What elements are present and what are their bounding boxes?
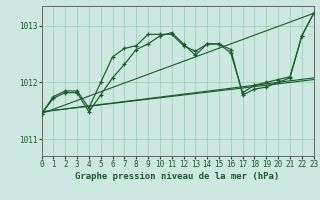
X-axis label: Graphe pression niveau de la mer (hPa): Graphe pression niveau de la mer (hPa) — [76, 172, 280, 181]
